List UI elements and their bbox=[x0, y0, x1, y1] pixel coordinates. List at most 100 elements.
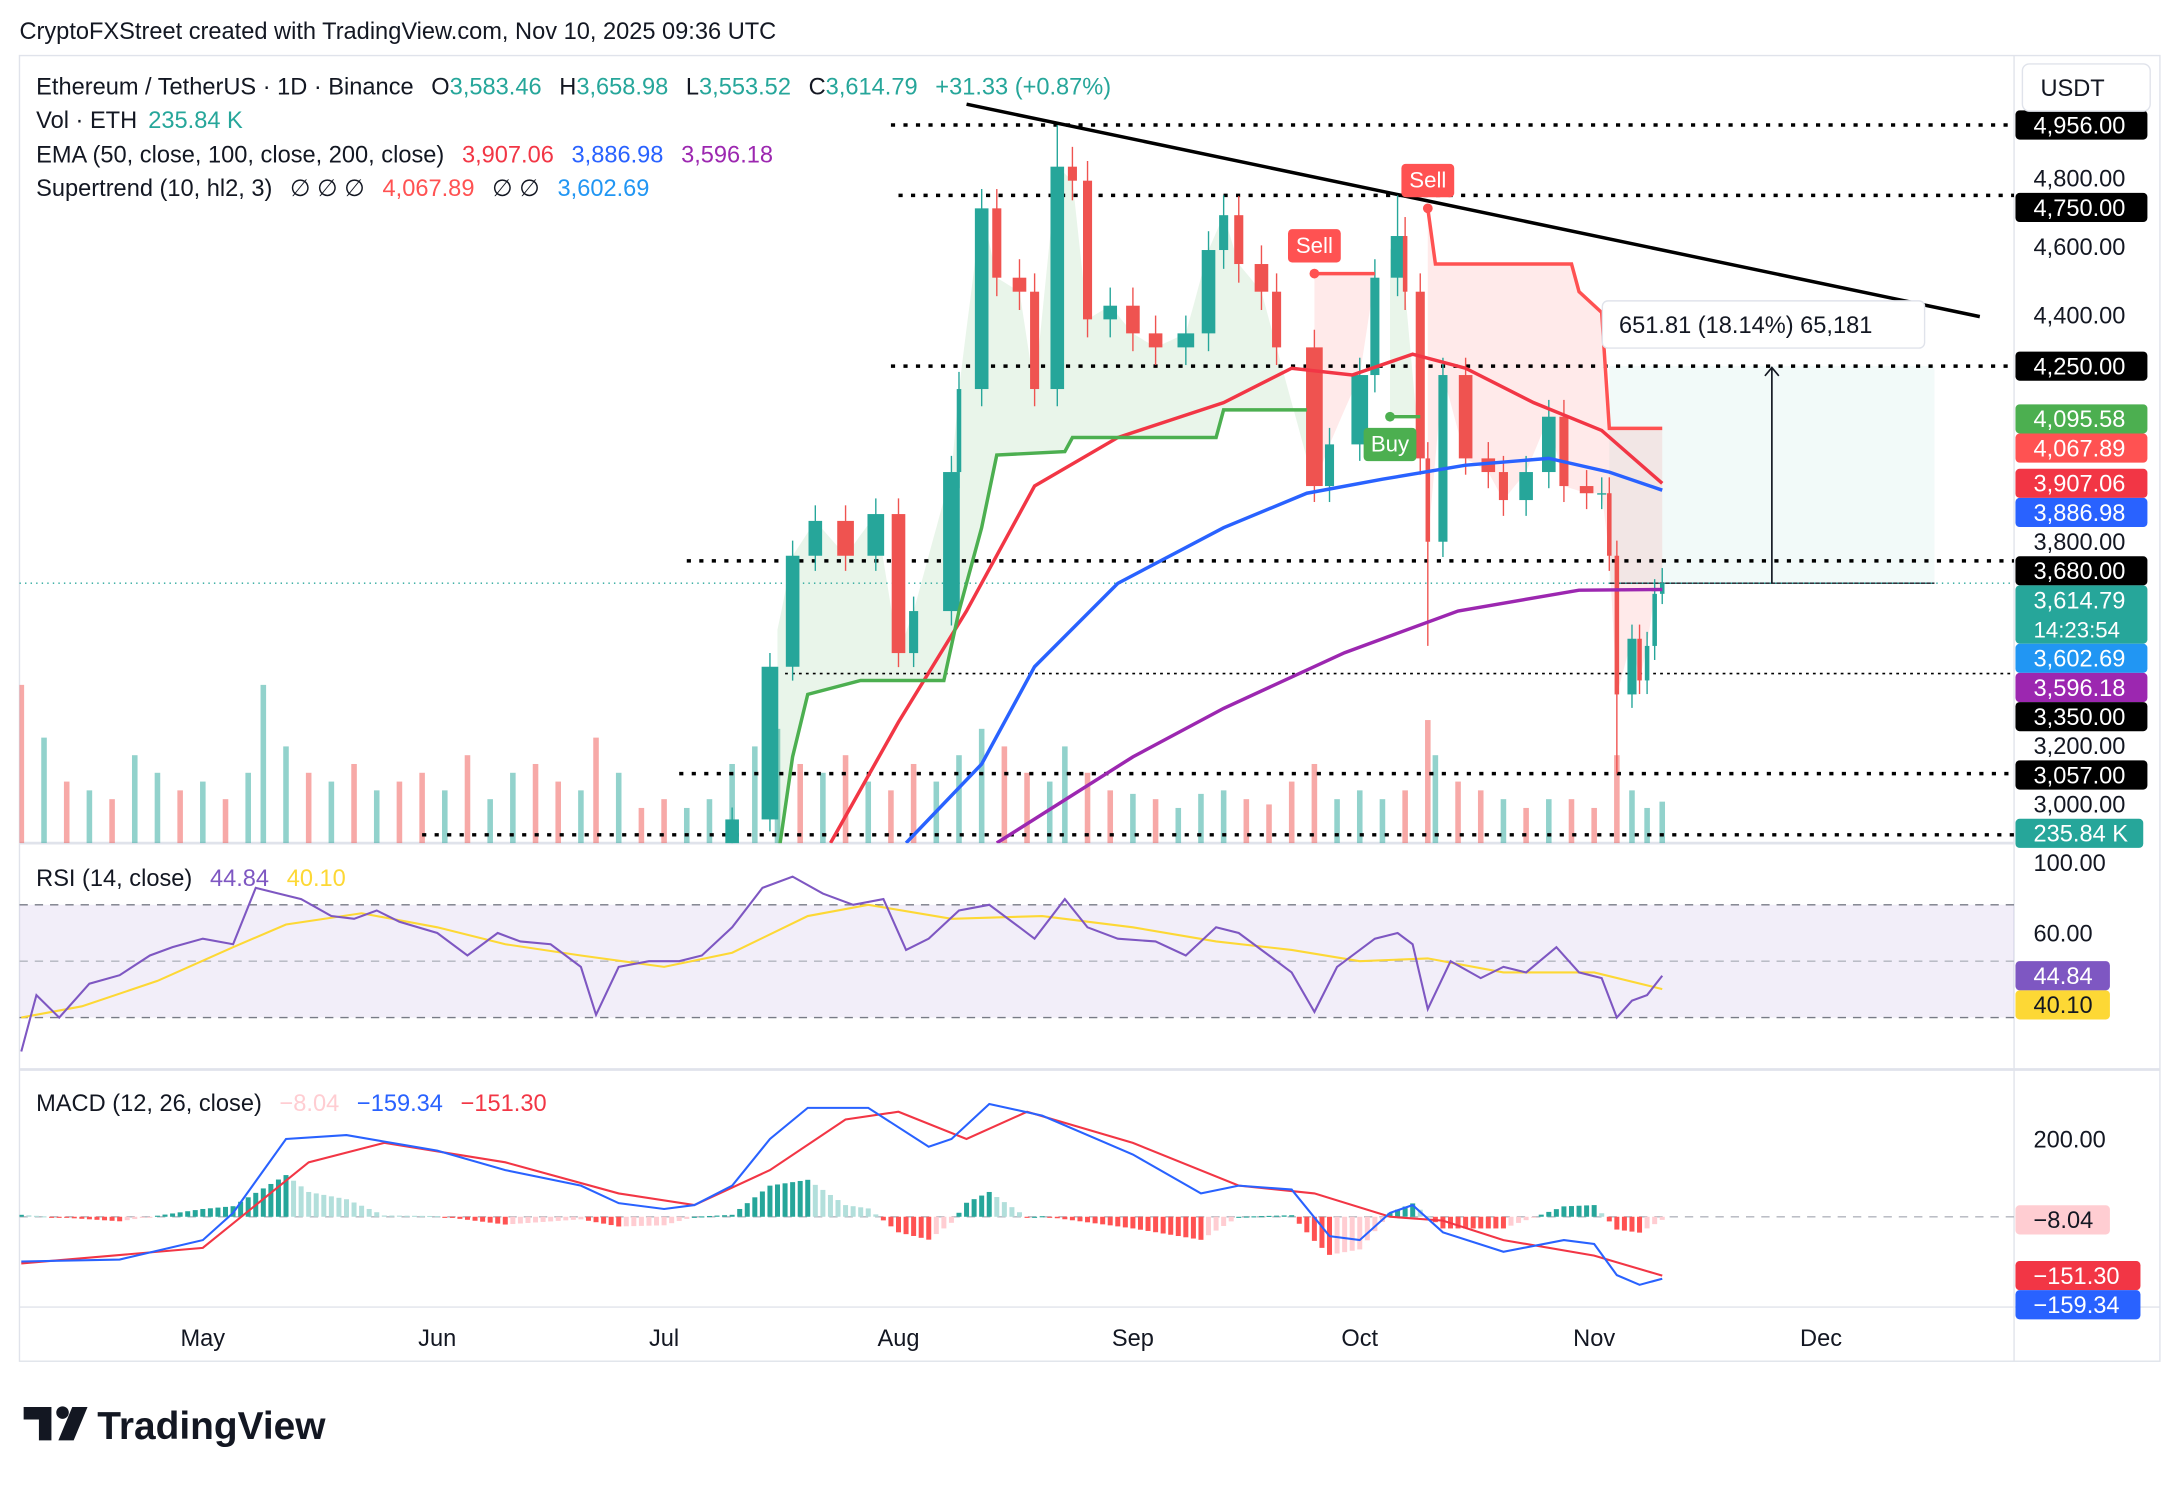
candle-body[interactable] bbox=[1126, 305, 1140, 334]
volume-bar bbox=[752, 746, 758, 844]
candle-body[interactable] bbox=[1234, 215, 1244, 265]
macd-histogram-bar bbox=[366, 1208, 372, 1217]
attribution: CryptoFXStreet created with TradingView.… bbox=[19, 19, 776, 45]
candle-body[interactable] bbox=[1627, 638, 1637, 695]
candle-body[interactable] bbox=[1201, 250, 1216, 334]
macd-histogram-bar bbox=[245, 1197, 251, 1217]
candle-body[interactable] bbox=[1067, 166, 1077, 181]
legend-volume[interactable]: Vol · ETH 235.84 K bbox=[36, 108, 243, 134]
trendline[interactable] bbox=[966, 102, 1981, 319]
candle-body[interactable] bbox=[1148, 333, 1163, 348]
supertrend-down-line[interactable] bbox=[1426, 208, 1663, 431]
macd-histogram-bar bbox=[684, 1216, 690, 1219]
price-axis[interactable]: 4,956.00 4,800.00 4,750.00 4,600.00 4,400.00… bbox=[2015, 110, 2148, 1320]
sell-signal-label[interactable]: Sell bbox=[1401, 163, 1455, 198]
candle-body[interactable] bbox=[1272, 291, 1282, 348]
tradingview-logo[interactable]: TradingView bbox=[23, 1405, 327, 1448]
candle-body[interactable] bbox=[725, 819, 739, 929]
candle-body[interactable] bbox=[956, 389, 962, 473]
macd-histogram-bar bbox=[419, 1215, 425, 1217]
candle-body[interactable] bbox=[1351, 375, 1369, 445]
candle-body[interactable] bbox=[1438, 375, 1448, 542]
macd-histogram-bar bbox=[1085, 1216, 1091, 1223]
macd-line[interactable] bbox=[21, 1102, 1663, 1286]
ema100-line[interactable] bbox=[904, 456, 1663, 844]
candle-body[interactable] bbox=[1597, 493, 1607, 495]
macd-pane[interactable] bbox=[19, 1102, 2015, 1286]
candle-body[interactable] bbox=[1541, 416, 1556, 473]
macd-histogram-bar bbox=[1054, 1216, 1060, 1219]
legend-macd[interactable]: MACD (12, 26, close) −8.04 −159.34 −151.… bbox=[36, 1091, 546, 1117]
candle-body[interactable] bbox=[1644, 645, 1650, 681]
macd-histogram-bar bbox=[752, 1197, 758, 1217]
rsi-ma-line[interactable] bbox=[21, 903, 1663, 1019]
candle-body[interactable] bbox=[808, 520, 823, 556]
candle-body[interactable] bbox=[837, 520, 854, 556]
legend-supertrend[interactable]: Supertrend (10, hl2, 3) ∅ ∅ ∅ 4,067.89 ∅… bbox=[36, 176, 649, 202]
candle-body[interactable] bbox=[1498, 472, 1508, 501]
candle-body[interactable] bbox=[1370, 277, 1380, 376]
macd-histogram-bar bbox=[1206, 1216, 1212, 1236]
candle-body[interactable] bbox=[1306, 347, 1323, 487]
legend-ema[interactable]: EMA (50, close, 100, close, 200, close) … bbox=[36, 143, 773, 169]
ema50-line[interactable] bbox=[828, 352, 1664, 844]
price-range-label[interactable]: 651.81 (18.14%) 65,181 bbox=[1601, 300, 1926, 349]
candle-body[interactable] bbox=[1103, 305, 1118, 320]
candle-body[interactable] bbox=[974, 208, 989, 390]
candle-body[interactable] bbox=[1254, 264, 1269, 292]
volume-bar bbox=[1266, 804, 1272, 844]
macd-histogram-bar bbox=[1576, 1205, 1582, 1217]
candle-body[interactable] bbox=[1415, 291, 1425, 459]
sell-signal-label[interactable]: Sell bbox=[1287, 229, 1341, 263]
candle-body[interactable] bbox=[1614, 555, 1620, 695]
candle-body[interactable] bbox=[909, 611, 919, 654]
macd-histogram-bar bbox=[1372, 1216, 1378, 1232]
supertrend-up-line[interactable] bbox=[777, 408, 1307, 862]
candle-body[interactable] bbox=[761, 666, 779, 820]
volume-bar bbox=[1334, 799, 1340, 844]
rsi-pane[interactable] bbox=[19, 875, 2015, 1052]
candle-body[interactable] bbox=[1324, 444, 1335, 487]
macd-histogram-bar bbox=[1546, 1211, 1552, 1217]
candle-body[interactable] bbox=[785, 555, 800, 667]
ema200-line[interactable] bbox=[995, 587, 1663, 844]
buy-signal-label[interactable]: Buy bbox=[1363, 427, 1417, 462]
volume-bar bbox=[683, 807, 690, 844]
candle-body[interactable] bbox=[1559, 416, 1569, 487]
candle-body[interactable] bbox=[1607, 493, 1612, 556]
macd-signal-line[interactable] bbox=[21, 1110, 1663, 1277]
candle-body[interactable] bbox=[1425, 458, 1431, 542]
time-axis[interactable]: May Jun Jul Aug Sep Oct Nov Dec bbox=[181, 1326, 1843, 1352]
legend-symbol[interactable]: Ethereum / TetherUS · 1D · Binance bbox=[36, 74, 413, 100]
price-pane[interactable]: Sell Buy Sell 651.81 (18.14%) 65,181 bbox=[19, 102, 2015, 967]
candle-body[interactable] bbox=[1458, 375, 1473, 459]
volume-bar bbox=[283, 746, 289, 844]
candle-body[interactable] bbox=[1030, 291, 1040, 390]
currency-button[interactable]: USDT bbox=[2021, 63, 2151, 112]
macd-histogram-bar bbox=[873, 1214, 879, 1217]
candle-body[interactable] bbox=[1390, 236, 1405, 278]
macd-histogram-bar bbox=[850, 1206, 856, 1217]
candle-body[interactable] bbox=[1012, 277, 1027, 292]
candle-body[interactable] bbox=[1579, 486, 1594, 494]
candle-body[interactable] bbox=[867, 514, 885, 556]
macd-histogram-bar bbox=[381, 1215, 387, 1217]
candle-body[interactable] bbox=[1519, 472, 1533, 501]
macd-histogram-bar bbox=[964, 1202, 970, 1217]
candle-body[interactable] bbox=[1402, 236, 1408, 292]
candle-body[interactable] bbox=[891, 514, 906, 654]
candle-body[interactable] bbox=[1050, 166, 1065, 390]
candle-body[interactable] bbox=[1652, 593, 1657, 646]
candle-body[interactable] bbox=[1177, 333, 1195, 348]
candle-body[interactable] bbox=[1083, 180, 1093, 320]
candle-body[interactable] bbox=[992, 208, 1002, 278]
rsi-line[interactable] bbox=[20, 875, 1664, 1052]
candle-body[interactable] bbox=[943, 472, 960, 612]
candle-body[interactable] bbox=[1637, 638, 1642, 681]
supertrend-down-fill bbox=[1427, 208, 1663, 695]
macd-histogram-bar bbox=[1221, 1216, 1227, 1226]
candle-body[interactable] bbox=[1219, 215, 1229, 251]
macd-histogram-bar bbox=[283, 1175, 289, 1217]
legend-rsi[interactable]: RSI (14, close) 44.84 40.10 bbox=[36, 866, 346, 892]
